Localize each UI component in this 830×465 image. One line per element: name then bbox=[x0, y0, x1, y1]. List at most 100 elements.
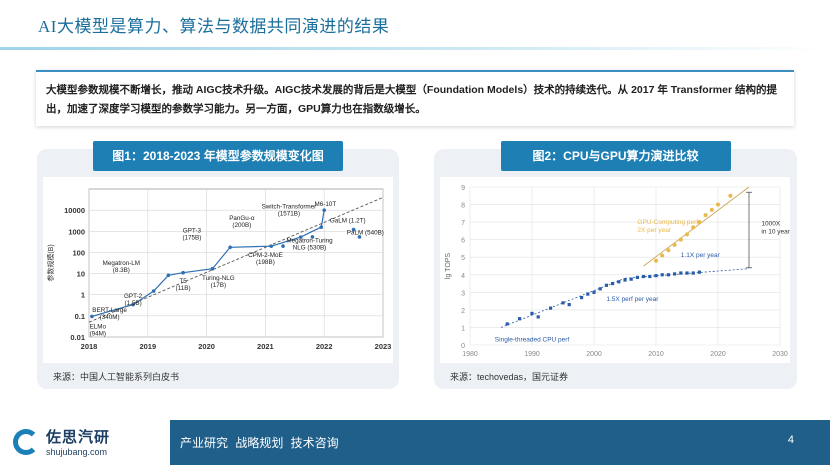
x-tick-label: 2020 bbox=[198, 342, 215, 351]
gpu-trend-line bbox=[643, 186, 750, 267]
model-label: GPT-3 bbox=[183, 227, 202, 234]
gpu-data-point bbox=[654, 258, 658, 263]
plot-frame bbox=[88, 188, 384, 338]
cpu-data-point bbox=[530, 311, 534, 315]
logo-url: shujubang.com bbox=[46, 447, 108, 457]
y-axis-label: lg TOPS bbox=[445, 253, 452, 280]
gpu-data-point bbox=[703, 213, 708, 218]
model-label: PanGu-α bbox=[229, 215, 255, 222]
cpu-data-point bbox=[660, 273, 664, 277]
footer-tags: 产业研究 战略规划 技术咨询 bbox=[180, 436, 339, 450]
cpu-data-point bbox=[679, 271, 683, 275]
y-tick-label: 0 bbox=[461, 343, 465, 350]
chart-annotation-sub: in 10 years bbox=[761, 229, 790, 236]
footer-logo: 佐思汽研 shujubang.com bbox=[0, 420, 170, 465]
model-size-label: (1.5B) bbox=[125, 300, 142, 307]
cpu-data-point bbox=[604, 283, 608, 287]
gpu-data-point bbox=[728, 193, 733, 198]
model-size-label: (11B) bbox=[176, 285, 191, 292]
model-size-label: (8.3B) bbox=[113, 267, 130, 274]
y-tick-label: 10000 bbox=[64, 206, 85, 215]
cpu-data-point bbox=[536, 315, 540, 319]
figure1-source: 来源：中国人工智能系列白皮书 bbox=[53, 372, 180, 382]
y-tick-label: 2 bbox=[461, 308, 465, 315]
gpu-data-point bbox=[660, 253, 665, 258]
cpu-data-point bbox=[505, 322, 509, 326]
model-size-label: (340M) bbox=[100, 314, 120, 321]
x-tick-label: 2021 bbox=[257, 342, 274, 351]
model-label: GaLM (1.2T) bbox=[330, 218, 366, 225]
model-label: Megatron-Turing bbox=[286, 237, 333, 244]
chart-annotation: 1000X bbox=[761, 221, 780, 228]
page-title: AI大模型是算力、算法与数据共同演进的结果 bbox=[38, 17, 390, 36]
chart-annotation: 1.1X per year bbox=[681, 252, 721, 259]
y-tick-label: 1000 bbox=[68, 227, 85, 236]
data-point bbox=[351, 227, 356, 232]
cpu-data-point bbox=[592, 290, 596, 294]
cpu-data-point bbox=[648, 274, 652, 279]
series-label-cpu: Single-threaded CPU perf bbox=[495, 336, 570, 343]
chart-annotation: 1.5X perf per year bbox=[606, 296, 659, 303]
chart-annotation: GPU-Computing perf bbox=[637, 219, 698, 226]
model-label: ELMo bbox=[90, 324, 107, 331]
gpu-data-point bbox=[716, 202, 720, 207]
model-label: GPT-2 bbox=[124, 293, 143, 300]
chart-annotation-sub: 2X per year bbox=[637, 227, 671, 234]
cpu-data-point bbox=[685, 271, 689, 275]
data-point bbox=[90, 314, 94, 319]
model-label: M6-10T bbox=[315, 201, 337, 208]
data-point bbox=[281, 244, 285, 248]
gpu-data-point bbox=[666, 248, 671, 253]
footer-bar: 佐思汽研 shujubang.com 产业研究 战略规划 技术咨询 4 bbox=[0, 420, 830, 465]
model-label: PaLM (540B) bbox=[347, 230, 384, 237]
cpu-data-point bbox=[586, 292, 590, 296]
y-tick-label: 6 bbox=[461, 238, 465, 245]
cpu-data-point bbox=[567, 303, 571, 307]
figure2-chart: 1980 1990 2000 2010 2020 2030 0 1 2 3 4 5 6 7 8 9 lg TOP… bbox=[445, 185, 794, 358]
model-size-label: (1571B) bbox=[278, 210, 300, 217]
y-tick-label: 3 bbox=[461, 290, 465, 297]
model-size-label: (198B) bbox=[256, 259, 275, 266]
intro-paragraph: 大模型参数规模不断增长，推动 AIGC技术升级。AIGC技术发展的背后是大模型（… bbox=[36, 70, 794, 126]
x-tick-label: 2019 bbox=[139, 342, 156, 351]
data-point bbox=[166, 273, 171, 278]
title-divider bbox=[0, 47, 830, 50]
data-point bbox=[298, 235, 303, 239]
data-point bbox=[228, 245, 232, 250]
model-size-label: (200B) bbox=[232, 222, 251, 229]
figure2-source: 来源：techovedas，国元证券 bbox=[450, 372, 569, 382]
y-tick-label: 0.01 bbox=[70, 333, 85, 342]
y-tick-label: 9 bbox=[461, 185, 465, 192]
cpu-data-point bbox=[580, 296, 584, 300]
figure1-panel: 图1：2018-2023 年模型参数规模变化图 2018 2019 2020 2021… bbox=[37, 141, 399, 389]
y-tick-label: 0.1 bbox=[75, 312, 85, 321]
y-tick-label: 7 bbox=[461, 220, 465, 227]
cpu-data-point bbox=[549, 306, 553, 310]
figure2-chart-area: 1980 1990 2000 2010 2020 2030 0 1 2 3 4 5 6 7 8 9 lg TOP… bbox=[440, 177, 794, 363]
cpu-data-point bbox=[635, 275, 639, 280]
x-tick-label: 1990 bbox=[524, 351, 540, 358]
data-point bbox=[269, 244, 274, 248]
model-size-label: (94M) bbox=[90, 331, 106, 338]
gpu-data-point bbox=[697, 220, 702, 225]
model-label: Turing-NLG bbox=[202, 275, 235, 282]
cpu-data-point bbox=[697, 270, 701, 274]
cpu-data-point bbox=[691, 271, 695, 275]
model-size-label: (17B) bbox=[211, 282, 226, 289]
cpu-data-point bbox=[666, 273, 670, 277]
y-tick-label: 1 bbox=[81, 291, 85, 300]
data-point bbox=[319, 225, 324, 229]
cpu-trend-line-late bbox=[624, 268, 750, 279]
y-tick-label: 10 bbox=[77, 270, 85, 279]
model-size-label: (175B) bbox=[182, 234, 201, 241]
cpu-data-point bbox=[673, 272, 677, 276]
logo-name: 佐思汽研 bbox=[46, 429, 111, 446]
gpu-data-point bbox=[709, 207, 714, 212]
model-size-label: NLG (530B) bbox=[293, 244, 327, 251]
y-tick-label: 1 bbox=[461, 325, 465, 332]
data-point bbox=[181, 270, 185, 275]
x-tick-label: 2010 bbox=[648, 351, 664, 358]
data-point bbox=[131, 302, 135, 307]
y-tick-label: 100 bbox=[72, 248, 85, 257]
model-label: T5 bbox=[179, 278, 187, 285]
